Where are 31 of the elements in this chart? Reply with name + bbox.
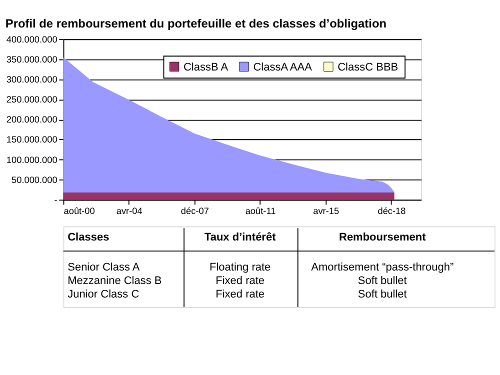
text: Fixed rate [216,274,265,287]
x-tick-label: avr-04 [116,206,142,216]
x-tick-label: avr-15 [313,206,340,216]
x-tick-label: août-11 [245,206,276,216]
chart-title: Profil de remboursement du portefeuille et des classes d’obligation [5,16,386,31]
text: Mezzanine Class B [68,274,162,287]
y-tick-label: 250.000.000 [6,94,58,105]
text: Classes [68,232,110,244]
text: Remboursement [338,232,426,244]
text: Floating rate [210,261,271,274]
text: Amortisement “pass-through” [311,261,454,274]
y-tick-label: - [54,194,58,205]
x-tick-label: août-00 [64,206,95,216]
y-tick-label: 300.000.000 [6,74,58,84]
y-tick-label: 200.000.000 [6,114,58,125]
text: Fixed rate [216,288,265,300]
x-tick-label: déc-18 [378,206,406,216]
legend-label: ClassA AAA [253,61,313,74]
text: Taux d’intérêt [204,232,276,244]
y-tick-label: 50.000.000 [12,174,58,185]
text: Senior Class A [68,261,140,274]
text: Soft bullet [358,274,407,287]
text: Junior Class C [68,288,140,300]
y-tick-label: 350.000.000 [6,54,58,64]
y-tick-label: 150.000.000 [6,134,58,145]
legend-label: ClassB A [183,61,229,74]
y-tick-label: 100.000.000 [6,154,58,165]
text: Soft bullet [358,288,407,300]
x-tick-label: déc-07 [180,206,209,216]
legend-label: ClassC BBB [338,61,398,74]
y-tick-label: 400.000.000 [6,34,58,44]
